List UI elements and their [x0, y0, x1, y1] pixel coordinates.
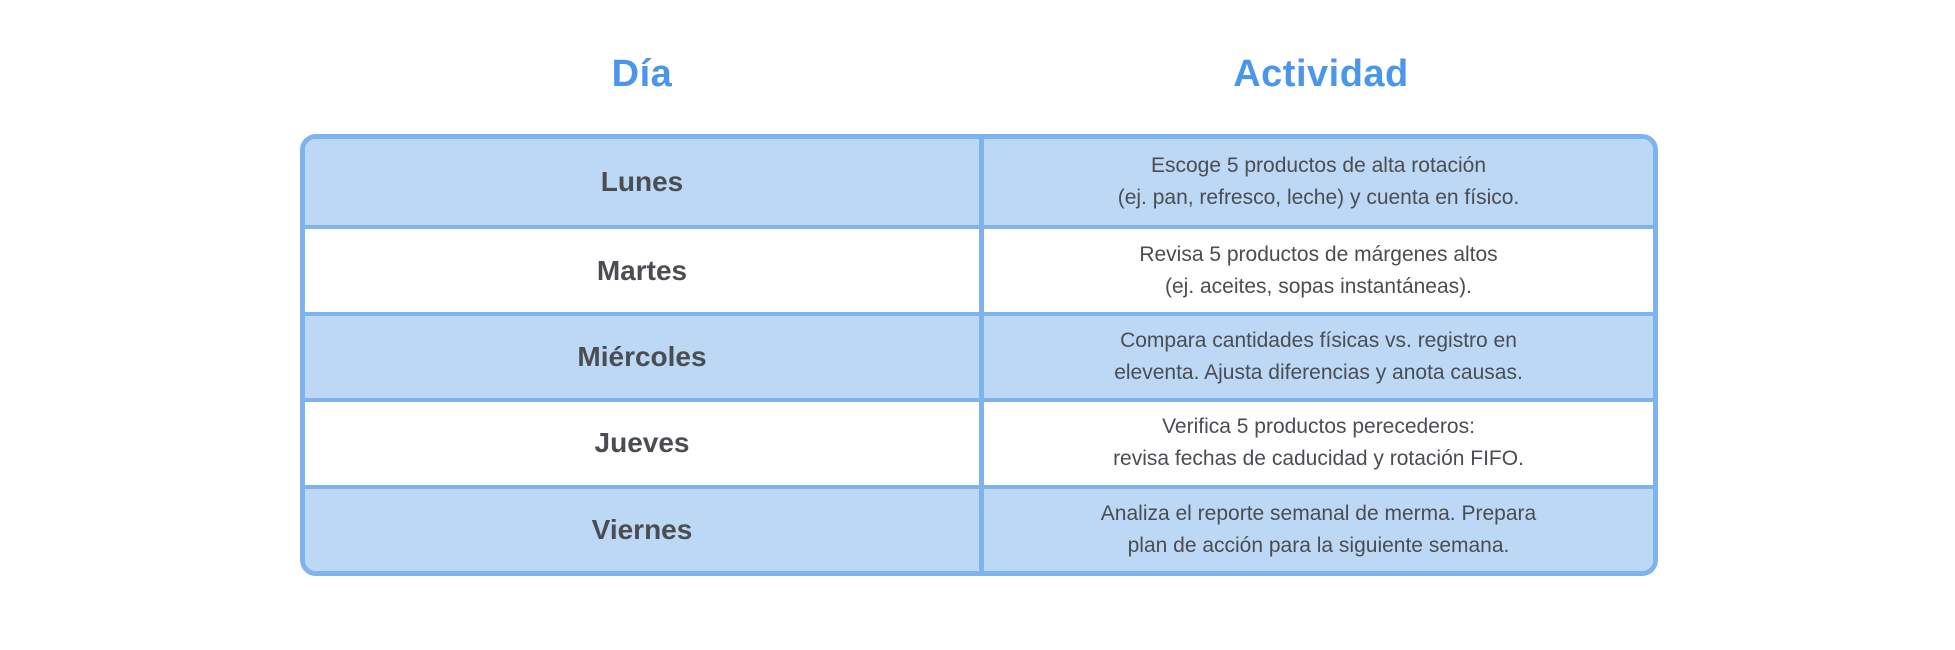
table-row-lunes: Lunes Escoge 5 productos de alta rotació…: [305, 139, 1653, 226]
day-cell: Martes: [305, 229, 984, 312]
day-cell: Viernes: [305, 488, 984, 571]
activity-line: Analiza el reporte semanal de merma. Pre…: [1100, 501, 1537, 525]
activity-line: (ej. aceites, sopas instantáneas).: [1164, 274, 1472, 298]
activity-cell: Compara cantidades físicas vs. registro …: [984, 316, 1653, 398]
day-cell: Jueves: [305, 402, 984, 485]
table-row-viernes: Viernes Analiza el reporte semanal de me…: [305, 484, 1653, 571]
activity-line: plan de acción para la siguiente semana.: [1127, 533, 1510, 557]
table-row-martes: Martes Revisa 5 productos de márgenes al…: [305, 225, 1653, 312]
activity-column-header: Actividad: [1233, 52, 1409, 95]
activity-cell: Analiza el reporte semanal de merma. Pre…: [984, 489, 1653, 571]
activity-line: Revisa 5 productos de márgenes altos: [1139, 242, 1498, 266]
table-row-miercoles: Miércoles Compara cantidades físicas vs.…: [305, 311, 1653, 399]
activity-line: eleventa. Ajusta diferencias y anota cau…: [1114, 360, 1523, 384]
weekly-schedule-table: Lunes Escoge 5 productos de alta rotació…: [300, 134, 1658, 576]
activity-line: revisa fechas de caducidad y rotación FI…: [1113, 447, 1524, 471]
activity-cell: Verifica 5 productos perecederos: revisa…: [984, 402, 1653, 484]
activity-cell: Revisa 5 productos de márgenes altos (ej…: [984, 229, 1653, 311]
day-cell: Lunes: [305, 139, 984, 226]
activity-line: (ej. pan, refresco, leche) y cuenta en f…: [1117, 186, 1520, 210]
activity-line: Escoge 5 productos de alta rotación: [1150, 154, 1487, 178]
day-cell: Miércoles: [305, 315, 984, 399]
day-column-header: Día: [611, 52, 673, 95]
activity-cell: Escoge 5 productos de alta rotación (ej.…: [984, 139, 1653, 225]
table-row-jueves: Jueves Verifica 5 productos perecederos:…: [305, 398, 1653, 485]
activity-line: Verifica 5 productos perecederos:: [1162, 415, 1475, 439]
activity-line: Compara cantidades físicas vs. registro …: [1120, 328, 1517, 352]
